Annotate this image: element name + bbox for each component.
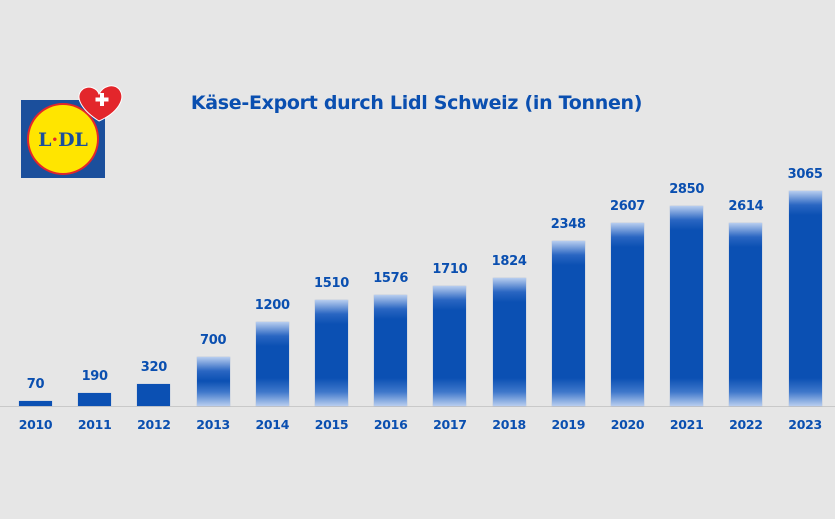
- bar-2013: [196, 357, 230, 406]
- bar-2018: [492, 278, 526, 406]
- x-tick-label-2017: 2017: [433, 417, 467, 432]
- value-label-2018: 1824: [491, 254, 527, 269]
- value-label-2023: 3065: [787, 167, 823, 182]
- bar-2019: [551, 241, 585, 406]
- bar-2016: [374, 295, 408, 406]
- x-tick-label-2019: 2019: [551, 417, 586, 432]
- x-tick-label-2011: 2011: [77, 417, 112, 432]
- value-label-2016: 1576: [373, 271, 409, 286]
- x-tick-label-2012: 2012: [137, 417, 171, 432]
- value-label-2021: 2850: [669, 182, 705, 197]
- bar-2010: [19, 401, 52, 406]
- value-label-2017: 1710: [432, 262, 468, 277]
- svg-text:L·DL: L·DL: [38, 129, 88, 151]
- value-label-2014: 1200: [254, 298, 290, 313]
- bar-2021: [670, 206, 704, 406]
- heart-icon: [78, 85, 123, 122]
- bar-2020: [611, 223, 644, 406]
- value-label-2019: 2348: [550, 217, 586, 232]
- value-label-2011: 190: [81, 369, 109, 384]
- x-tick-label-2021: 2021: [669, 417, 704, 432]
- bar-2023: [788, 191, 822, 406]
- bar-2011: [78, 393, 112, 406]
- bar-2022: [729, 223, 763, 406]
- bar-2012: [137, 384, 171, 406]
- x-tick-label-2015: 2015: [314, 417, 349, 432]
- x-tick-label-2020: 2020: [610, 417, 645, 432]
- x-axis-baseline: [0, 406, 835, 407]
- bar-2014: [255, 322, 289, 406]
- x-tick-label-2016: 2016: [373, 417, 408, 432]
- bar-2015: [315, 300, 348, 406]
- value-label-2020: 2607: [610, 199, 645, 214]
- value-label-2010: 70: [26, 377, 45, 392]
- chart-title: Käse-Export durch Lidl Schweiz (in Tonne…: [0, 92, 835, 114]
- value-label-2015: 1510: [314, 276, 349, 291]
- value-label-2012: 320: [140, 360, 168, 375]
- x-tick-label-2014: 2014: [255, 417, 290, 432]
- value-label-2022: 2614: [728, 199, 764, 214]
- lidl-logo-icon: L·DL: [21, 85, 123, 178]
- lidl-logo: L·DL: [21, 85, 123, 178]
- value-label-2013: 700: [199, 333, 227, 348]
- x-tick-label-2013: 2013: [196, 417, 230, 432]
- x-tick-label-2010: 2010: [18, 417, 53, 432]
- chart-title-text: Käse-Export durch Lidl Schweiz (in Tonne…: [190, 92, 643, 114]
- x-tick-label-2023: 2023: [788, 417, 822, 432]
- x-tick-label-2018: 2018: [492, 417, 526, 432]
- bar-2017: [433, 286, 467, 406]
- x-tick-label-2022: 2022: [729, 417, 763, 432]
